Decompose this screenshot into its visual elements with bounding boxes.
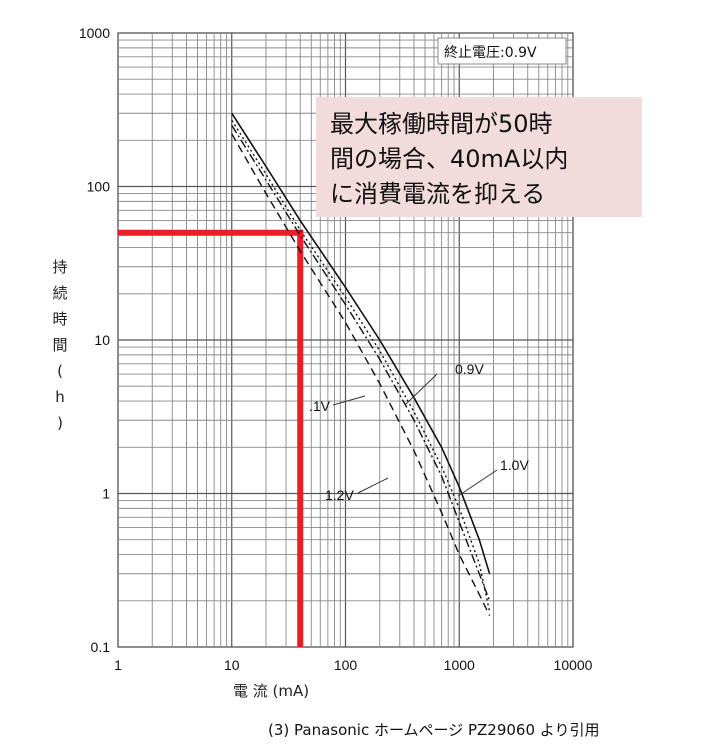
series-label-1-1v: .1V [309, 398, 331, 414]
series-line-1 [231, 119, 491, 612]
y-axis-title-char: ) [57, 414, 63, 432]
series-line-3 [231, 125, 491, 602]
y-axis-title: 持続時間 ( h) [52, 258, 67, 432]
leader-line-1-2v [357, 477, 389, 494]
condition-note: 終止電圧:0.9V [444, 45, 537, 61]
x-tick-label: 10 [224, 657, 240, 673]
y-axis-title-char: h [55, 388, 65, 406]
y-tick-label: 10 [94, 332, 110, 348]
series-lines [231, 112, 491, 617]
x-axis-title: 電 流 (mA) [233, 682, 309, 700]
callout-line-1: 最大稼働時間が50時 [330, 110, 553, 138]
source-note: (3) Panasonic ホームページ PZ29060 より引用 [268, 721, 600, 739]
leader-line-0-9v [404, 373, 438, 406]
series-label-1-2v: 1.2V [325, 487, 354, 503]
x-tick-label: 10000 [554, 657, 593, 673]
marker-lines [118, 229, 304, 647]
series-line-2 [231, 112, 491, 575]
condition-box [437, 37, 567, 65]
y-tick-label: 1 [102, 486, 110, 502]
x-tick-label: 1 [114, 657, 122, 673]
callout-box [316, 97, 642, 217]
y-tick-label: 1000 [79, 25, 110, 41]
y-axis-title-char: 時 [52, 310, 67, 328]
leader-line-1-1v [332, 395, 366, 406]
x-tick-label: 1000 [444, 657, 475, 673]
y-axis-title-char: 持 [52, 258, 67, 276]
callout-line-3: に消費電流を抑える [330, 180, 545, 208]
callout-line-2: 間の場合、40mA以内 [330, 145, 568, 173]
series-label-1-0v: 1.0V [500, 457, 529, 473]
y-axis-title-char: 続 [52, 284, 67, 302]
y-axis-title-char: ( [57, 362, 63, 380]
series-label-0-9v: 0.9V [455, 361, 484, 377]
leader-line-1-0v [457, 469, 498, 497]
x-tick-label: 100 [334, 657, 358, 673]
y-tick-label: 100 [87, 179, 111, 195]
series-line-4 [231, 133, 491, 617]
y-tick-label: 0.1 [91, 639, 111, 655]
y-axis-title-char: 間 [52, 336, 67, 354]
